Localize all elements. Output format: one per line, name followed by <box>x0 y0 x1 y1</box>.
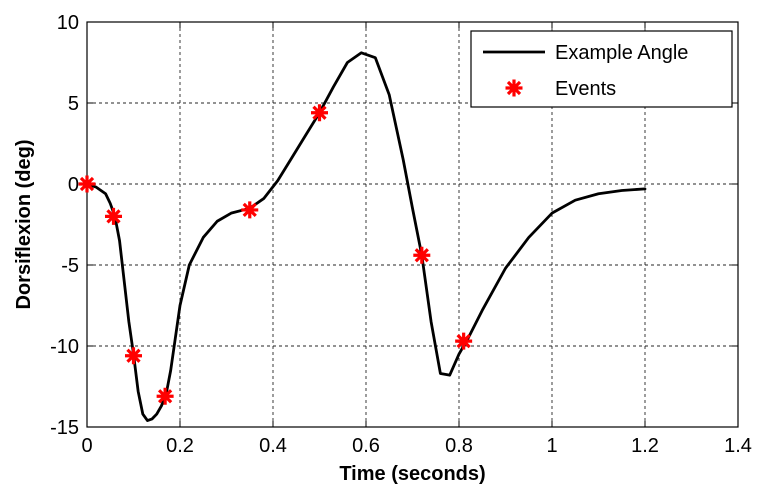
x-tick-label: 1.4 <box>724 435 752 457</box>
y-tick-label: -10 <box>50 336 79 358</box>
event-marker <box>413 246 431 264</box>
event-marker <box>125 347 142 365</box>
y-tick-label: 5 <box>68 93 79 115</box>
x-axis-label: Time (seconds) <box>339 463 485 485</box>
y-tick-label: -5 <box>61 255 79 277</box>
event-marker <box>156 387 174 405</box>
y-tick-label: 10 <box>57 12 79 34</box>
x-tick-label: 0.8 <box>445 435 473 457</box>
plot-frame <box>86 21 739 428</box>
legend-label: Events <box>555 78 616 100</box>
event-marker <box>455 332 473 350</box>
y-tick-label: -15 <box>50 417 79 439</box>
legend-label: Example Angle <box>555 42 688 64</box>
event-marker <box>241 201 259 219</box>
event-marker <box>311 104 328 122</box>
y-axis-label: Dorsiflexion (deg) <box>13 139 35 309</box>
axis-ticks: 0 0.2 0.4 0.6 0.8 1 1.2 1.4 -15 -10 -5 0 5 10 <box>50 12 752 457</box>
y-tick-label: 0 <box>68 174 79 196</box>
series-layer <box>78 51 647 422</box>
x-tick-label: 0.6 <box>352 435 380 457</box>
legend: Example Angle Events <box>470 30 733 108</box>
grid-lines <box>87 22 738 427</box>
x-tick-label: 0 <box>81 435 92 457</box>
x-tick-label: 0.4 <box>259 435 287 457</box>
legend-swatch-marker <box>505 79 523 97</box>
event-marker <box>78 175 96 193</box>
x-tick-label: 1.2 <box>631 435 659 457</box>
event-marker <box>105 207 123 225</box>
x-tick-label: 1 <box>546 435 557 457</box>
x-tick-label: 0.2 <box>166 435 194 457</box>
